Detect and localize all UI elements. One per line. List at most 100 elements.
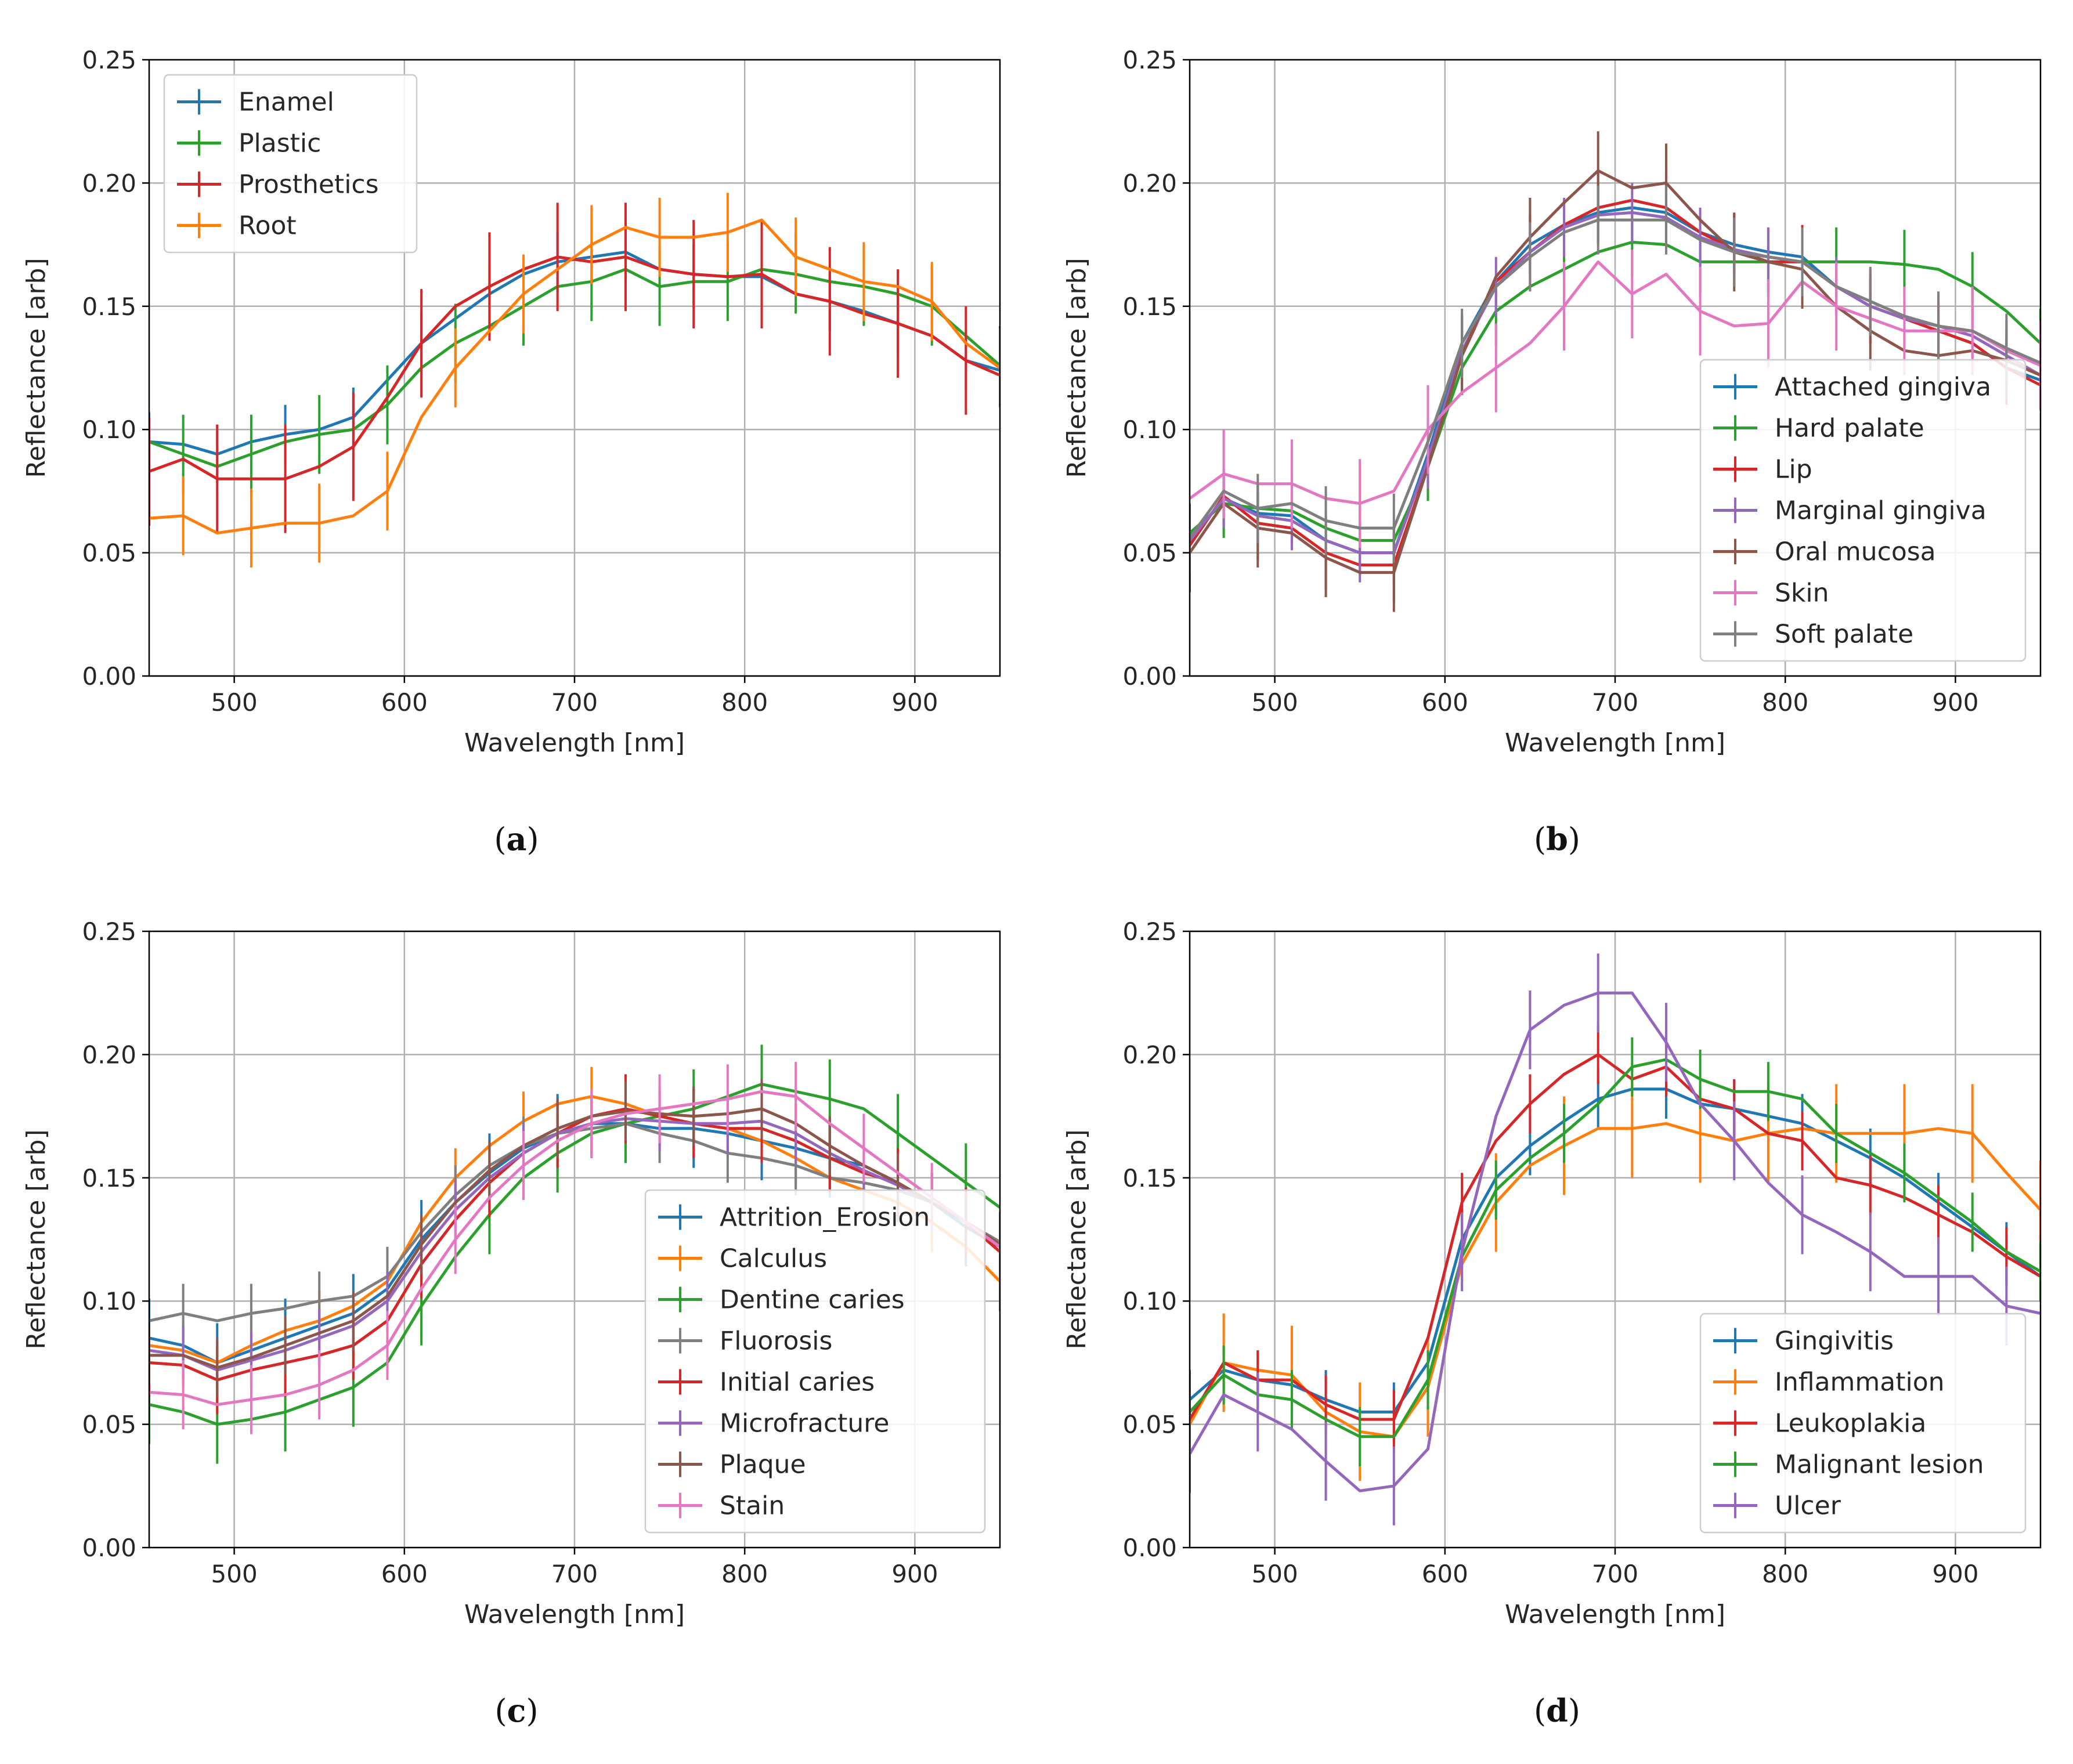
series-line-leukoplakia: [1190, 1053, 2041, 1421]
x-tick-label: 500: [1252, 1560, 1298, 1588]
legend-box: [644, 1189, 986, 1534]
y-tick-label: 0.05: [1122, 539, 1177, 567]
x-tick-label: 600: [381, 688, 428, 717]
series-line-skin: [1190, 260, 2041, 505]
caption-paren-open: (: [494, 1693, 507, 1729]
x-tick-label: 500: [1252, 688, 1298, 717]
series-line-soft-palate: [1190, 218, 2041, 539]
series-line-marginal-gingiva: [1190, 211, 2041, 555]
series-line-initial-caries: [149, 1107, 1000, 1382]
caption-paren-open: (: [1534, 1693, 1546, 1729]
x-tick-label: 600: [1422, 688, 1468, 717]
legend: Enamel Plastic Prosthetics Root: [163, 74, 418, 254]
legend-entry: Initial caries: [720, 1368, 875, 1397]
legend-entry: Dentine caries: [720, 1285, 905, 1315]
series-group: [1190, 953, 2041, 1526]
x-tick-label: 800: [721, 688, 768, 717]
y-tick-label: 0.00: [1122, 1534, 1177, 1562]
chart-panel-c: 500 600 700 800 900 0.00 0.05 0.10 0.15 0.20 0.25 W…: [21, 917, 1001, 1729]
series-line-calculus: [149, 1095, 1000, 1364]
legend-entry: Gingivitis: [1775, 1326, 1894, 1356]
x-tick-label: 800: [1762, 1560, 1808, 1588]
x-axis-label: Wavelength [nm]: [1505, 1600, 1725, 1629]
y-tick-label: 0.20: [82, 1040, 136, 1069]
series-line-root: [149, 218, 1000, 535]
x-tick-label: 700: [1592, 1560, 1638, 1588]
panel-caption: (d): [1534, 1692, 1580, 1729]
series-line-gingivitis: [1190, 1087, 2041, 1414]
y-tick-label: 0.10: [1122, 1287, 1177, 1315]
caption-paren-close: ): [1568, 1693, 1580, 1729]
legend-box: [1699, 1313, 2027, 1534]
series-line-prosthetics: [149, 255, 1000, 480]
y-tick-label: 0.10: [82, 415, 136, 444]
y-tick-label: 0.25: [82, 917, 136, 946]
legend: Gingivitis Inflammation Leukoplakia Maligna…: [1699, 1313, 2027, 1534]
legend-entry: Prosthetics: [239, 170, 379, 200]
series-line-oral-mucosa: [1190, 169, 2041, 574]
legend-box: [1699, 359, 2027, 662]
legend-entry: Marginal gingiva: [1775, 496, 1987, 526]
legend-entry: Oral mucosa: [1775, 537, 1936, 567]
caption-letter: a: [507, 820, 527, 858]
x-tick-label: 900: [1932, 688, 1978, 717]
x-tick-label: 700: [1592, 688, 1638, 717]
caption-letter: c: [507, 1692, 526, 1729]
legend-entry: Attrition_Erosion: [720, 1203, 930, 1232]
y-tick-label: 0.25: [1122, 46, 1177, 74]
legend-entry: Malignant lesion: [1775, 1450, 1984, 1480]
caption-letter: d: [1546, 1692, 1568, 1729]
series-line-dentine-caries: [149, 1082, 1000, 1426]
chart-panel-b: 500 600 700 800 900 0.00 0.05 0.10 0.15 0.20 0.25 W…: [1062, 46, 2042, 858]
y-axis-label: Reflectance [arb]: [21, 258, 51, 478]
x-tick-label: 900: [891, 1560, 938, 1588]
x-tick-label: 800: [1762, 688, 1808, 717]
x-tick-label: 700: [551, 688, 598, 717]
y-axis-label: Reflectance [arb]: [1062, 1129, 1092, 1349]
y-tick-label: 0.20: [1122, 169, 1177, 197]
y-axis-label: Reflectance [arb]: [21, 1129, 51, 1349]
x-tick-label: 700: [551, 1560, 598, 1588]
caption-paren-open: (: [494, 821, 506, 858]
legend-entry: Calculus: [720, 1244, 827, 1274]
y-tick-label: 0.00: [82, 1534, 136, 1562]
x-tick-label: 900: [1932, 1560, 1978, 1588]
x-axis-label: Wavelength [nm]: [1505, 728, 1725, 758]
chart-panel-a: 500 600 700 800 900 0.00 0.05 0.10 0.15 0.20 0.25 W…: [21, 46, 1001, 858]
series-line-ulcer: [1190, 991, 2041, 1492]
y-tick-label: 0.00: [82, 662, 136, 691]
y-tick-label: 0.05: [1122, 1411, 1177, 1439]
panel-caption: (c): [494, 1692, 538, 1729]
x-tick-label: 500: [211, 1560, 258, 1588]
legend: Attached gingiva Hard palate Lip Marginal g…: [1699, 359, 2027, 662]
series-group: [149, 193, 1000, 568]
x-tick-label: 900: [891, 688, 938, 717]
y-tick-label: 0.25: [82, 46, 136, 74]
series-line-plaque: [149, 1107, 1000, 1369]
x-tick-label: 600: [381, 1560, 428, 1588]
series-line-malignant-lesion: [1190, 1058, 2041, 1438]
chart-panel-d: 500 600 700 800 900 0.00 0.05 0.10 0.15 0.20 0.25 W…: [1062, 917, 2042, 1729]
y-tick-label: 0.25: [1122, 917, 1177, 946]
panel-caption: (a): [494, 820, 539, 858]
series-line-inflammation: [1190, 1122, 2041, 1438]
series-group: [1190, 131, 2041, 612]
y-tick-label: 0.15: [1122, 1164, 1177, 1192]
y-tick-label: 0.15: [1122, 292, 1177, 321]
x-tick-label: 500: [211, 688, 258, 717]
legend-entry: Leukoplakia: [1775, 1409, 1926, 1438]
series-line-plastic: [149, 268, 1000, 468]
y-tick-label: 0.10: [82, 1287, 136, 1315]
legend-entry: Microfracture: [720, 1409, 890, 1438]
legend-entry: Plastic: [239, 129, 321, 158]
y-tick-label: 0.00: [1122, 662, 1177, 691]
panel-caption: (b): [1534, 820, 1580, 858]
legend-box: [163, 74, 418, 254]
x-axis-label: Wavelength [nm]: [464, 1600, 685, 1629]
y-tick-label: 0.05: [82, 539, 136, 567]
legend-entry: Inflammation: [1775, 1368, 1945, 1397]
legend-entry: Soft palate: [1775, 620, 1913, 649]
y-tick-label: 0.20: [1122, 1040, 1177, 1069]
legend-entry: Fluorosis: [720, 1326, 832, 1356]
x-tick-label: 600: [1422, 1560, 1468, 1588]
